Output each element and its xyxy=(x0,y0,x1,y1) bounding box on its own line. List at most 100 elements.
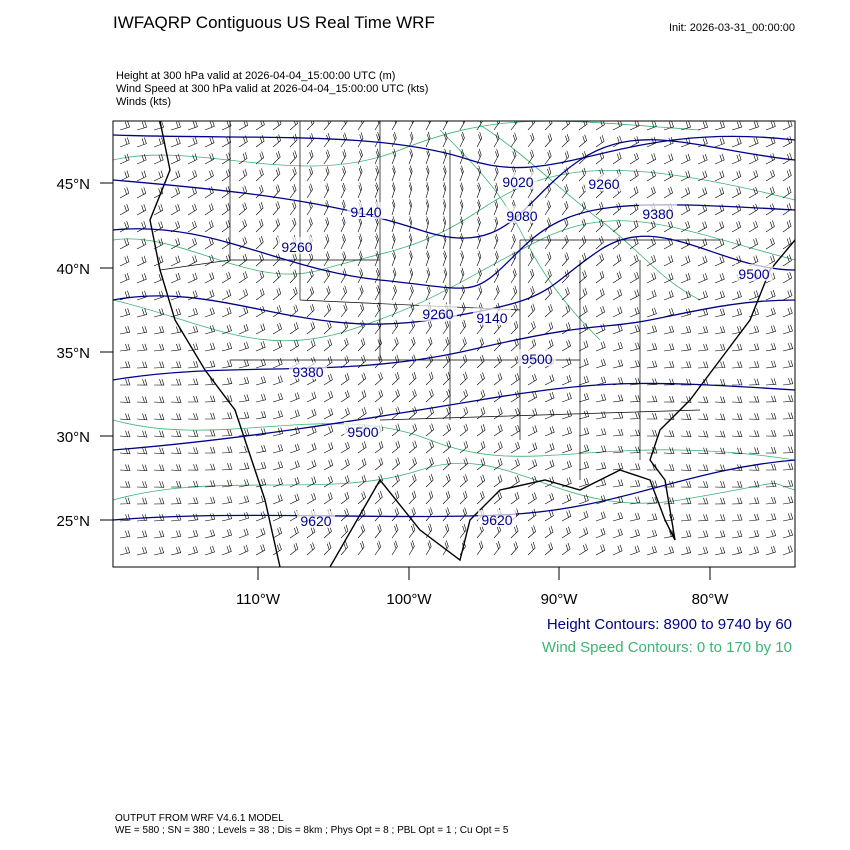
wind-barb xyxy=(493,372,503,386)
wind-barb xyxy=(629,446,641,454)
wind-barb xyxy=(188,395,199,403)
title: IWFAQRP Contiguous US Real Time WRF xyxy=(113,13,435,32)
wind-barb xyxy=(136,379,148,386)
wind-barb xyxy=(170,396,182,403)
wind-barb xyxy=(289,269,298,284)
wind-barb xyxy=(170,513,182,522)
wind-barb xyxy=(323,132,331,148)
wind-barb xyxy=(187,546,198,556)
wind-barb xyxy=(119,361,131,369)
wind-barb xyxy=(731,396,743,403)
wind-barb xyxy=(289,542,299,556)
wind-barb xyxy=(595,527,606,539)
wind-barb xyxy=(714,530,726,539)
wind-barb xyxy=(629,237,639,250)
wind-barb xyxy=(544,269,552,284)
wind-barb xyxy=(255,478,267,488)
wind-barb xyxy=(442,233,447,250)
wind-barb xyxy=(119,238,130,250)
wind-barb xyxy=(680,325,692,335)
wind-barb xyxy=(714,361,726,369)
wind-barb xyxy=(646,237,656,250)
wind-barb xyxy=(136,290,147,301)
wind-barb xyxy=(442,490,451,505)
wind-barb xyxy=(493,474,503,488)
wind-barb xyxy=(255,185,264,199)
wind-barb xyxy=(646,430,658,437)
wind-barb xyxy=(221,186,231,199)
wind-barb xyxy=(459,199,464,216)
wind-barb xyxy=(153,514,165,522)
wind-barb xyxy=(714,481,726,488)
wind-barb xyxy=(731,290,742,301)
wind-barb xyxy=(578,427,590,437)
wind-barb xyxy=(765,447,777,454)
wind-barb xyxy=(476,406,486,420)
wind-barb xyxy=(238,202,247,216)
wind-barb xyxy=(561,339,571,352)
wind-barb xyxy=(119,221,130,233)
wind-barb xyxy=(714,413,726,421)
wind-barb xyxy=(697,308,709,318)
wind-barb xyxy=(544,409,555,420)
wind-barb xyxy=(544,133,553,148)
wind-barb xyxy=(357,121,364,131)
wind-barb xyxy=(442,507,450,522)
wind-barb xyxy=(459,319,467,335)
wind-barb xyxy=(646,529,658,539)
wind-barb xyxy=(697,447,709,455)
wind-barb xyxy=(238,528,249,539)
wind-barb xyxy=(408,406,417,420)
wind-barb xyxy=(187,360,199,369)
wind-barb xyxy=(697,273,708,284)
wind-barb xyxy=(561,218,569,233)
wind-barb xyxy=(442,457,451,471)
wind-barb xyxy=(714,187,725,199)
wind-barb xyxy=(238,544,249,556)
wind-barb xyxy=(204,325,215,335)
wind-barb xyxy=(221,479,233,488)
wind-barb xyxy=(595,341,606,352)
wind-barb xyxy=(578,393,589,403)
wind-barb xyxy=(425,319,432,335)
wind-barb xyxy=(442,250,447,267)
wind-barb xyxy=(476,285,483,301)
wind-barb xyxy=(459,267,465,284)
wind-barb xyxy=(357,441,367,454)
wind-barb xyxy=(357,474,367,488)
wind-barb xyxy=(187,153,198,165)
wind-barb xyxy=(136,153,147,165)
wind-barb xyxy=(306,304,315,318)
wind-barb xyxy=(238,479,250,488)
wind-barb xyxy=(714,308,726,318)
wind-barb xyxy=(731,325,743,335)
wind-barb xyxy=(561,269,570,284)
label-box xyxy=(419,304,457,321)
wind-barb xyxy=(442,148,447,165)
wind-barb xyxy=(187,430,199,437)
wind-barb xyxy=(765,496,777,505)
wind-barb xyxy=(289,426,300,437)
wind-barb xyxy=(238,236,248,250)
wind-barb xyxy=(544,121,553,131)
wind-barb xyxy=(187,343,199,352)
wind-barb xyxy=(765,480,777,488)
wind-barb xyxy=(612,288,623,301)
wind-barb xyxy=(391,302,398,318)
wind-barb xyxy=(561,184,569,199)
wind-barb xyxy=(697,361,709,369)
wind-barb xyxy=(782,512,794,522)
wind-barb xyxy=(170,137,181,148)
wind-barb xyxy=(476,216,481,233)
wind-barb xyxy=(357,285,364,301)
wind-barb xyxy=(612,152,622,165)
wind-barb xyxy=(578,167,587,182)
wind-barb xyxy=(408,507,416,522)
wind-barb xyxy=(442,354,451,369)
wind-barb xyxy=(714,546,726,556)
wind-barb xyxy=(782,203,792,216)
wind-barb xyxy=(766,412,777,420)
wind-barb xyxy=(340,508,349,522)
wind-barb xyxy=(697,121,708,131)
height-label: 9500 xyxy=(521,351,552,367)
